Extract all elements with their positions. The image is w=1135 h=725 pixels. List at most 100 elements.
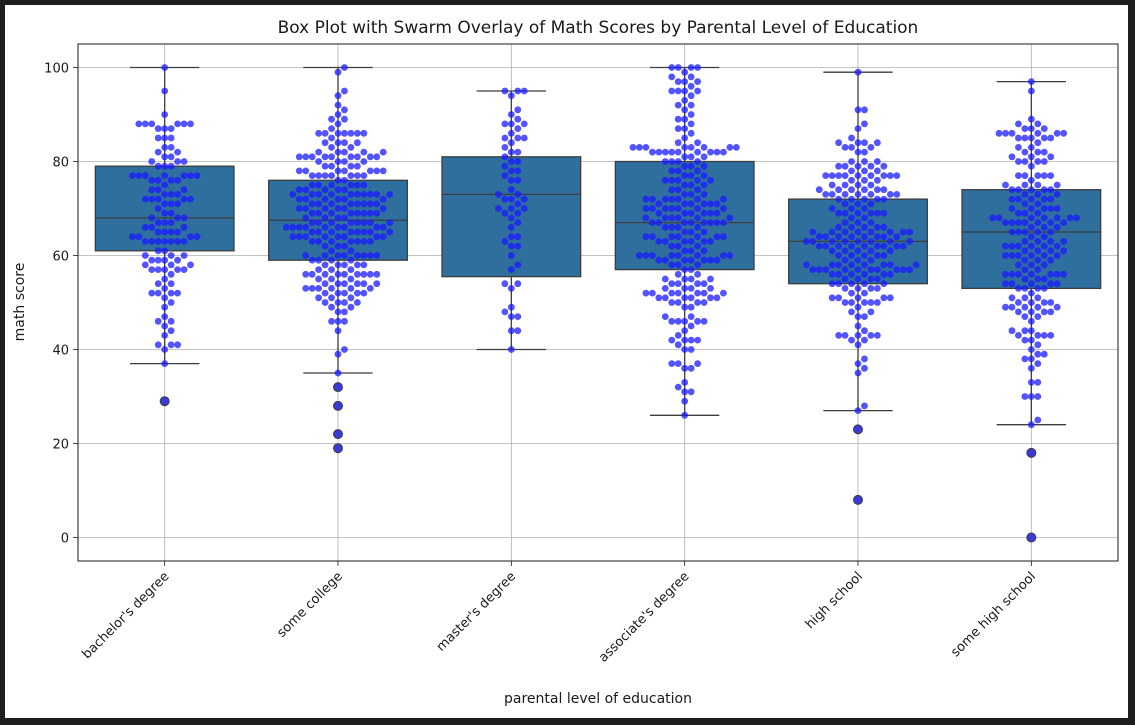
swarm-point — [668, 289, 676, 297]
swarm-point — [681, 87, 689, 95]
swarm-point — [347, 153, 355, 161]
swarm-point — [848, 233, 855, 241]
swarm-point — [707, 238, 714, 245]
swarm-point — [854, 191, 862, 198]
swarm-point — [854, 125, 862, 132]
swarm-point — [353, 181, 361, 189]
swarm-point — [848, 336, 855, 344]
swarm-point — [835, 195, 843, 203]
swarm-point — [174, 148, 181, 156]
swarm-point — [167, 209, 175, 217]
swarm-point — [148, 186, 156, 194]
swarm-point — [1040, 223, 1048, 231]
swarm-point — [674, 158, 682, 165]
swarm-point — [1015, 134, 1022, 142]
swarm-point — [321, 195, 329, 203]
swarm-point — [1027, 336, 1035, 344]
swarm-point — [373, 167, 381, 175]
swarm-point — [873, 275, 881, 283]
swarm-point — [1047, 153, 1055, 161]
swarm-point — [282, 223, 290, 231]
swarm-point — [681, 388, 689, 396]
x-axis-label: parental level of education — [504, 691, 692, 707]
swarm-point — [1034, 219, 1042, 227]
swarm-point — [341, 261, 348, 269]
swarm-point — [886, 294, 894, 302]
swarm-point — [687, 266, 695, 273]
swarm-point — [674, 176, 682, 184]
swarm-point — [341, 280, 348, 288]
swarm-point — [353, 172, 361, 180]
swarm-point — [867, 228, 875, 236]
swarm-point — [867, 144, 875, 151]
swarm-point — [1053, 223, 1061, 231]
swarm-point — [1027, 176, 1035, 184]
swarm-point — [841, 219, 849, 227]
swarm-point — [154, 247, 162, 255]
swarm-point — [681, 200, 689, 208]
swarm-point — [360, 252, 368, 259]
swarm-point — [694, 87, 701, 95]
swarm-point — [815, 233, 823, 241]
swarm-point — [861, 313, 868, 320]
swarm-point — [886, 172, 894, 180]
swarm-point — [507, 148, 515, 156]
swarm-point — [642, 144, 650, 151]
swarm-point — [373, 280, 381, 288]
swarm-point — [148, 238, 156, 245]
swarm-point — [681, 134, 689, 142]
swarm-point — [161, 285, 169, 292]
swarm-point — [1021, 209, 1029, 217]
swarm-point — [341, 115, 348, 123]
swarm-point — [655, 148, 663, 156]
swarm-point — [828, 280, 836, 288]
swarm-point — [1040, 252, 1048, 259]
swarm-point — [848, 205, 855, 212]
swarm-point — [854, 332, 862, 339]
swarm-point — [1015, 261, 1022, 269]
swarm-point — [373, 191, 381, 198]
swarm-point — [1047, 195, 1055, 203]
swarm-point — [154, 186, 162, 194]
swarm-point — [648, 148, 656, 156]
swarm-point — [360, 228, 368, 236]
swarm-point — [180, 223, 188, 231]
swarm-point — [700, 228, 708, 236]
swarm-point — [661, 148, 669, 156]
swarm-point — [873, 223, 881, 231]
swarm-point — [681, 228, 689, 236]
swarm-point — [328, 162, 335, 170]
swarm-point — [861, 205, 868, 212]
swarm-point — [161, 87, 169, 95]
swarm-point — [379, 167, 387, 175]
swarm-point — [334, 101, 342, 109]
y-tick-label: 20 — [52, 438, 69, 453]
swarm-point — [1027, 327, 1035, 335]
swarm-point — [681, 256, 689, 264]
swarm-point — [1027, 214, 1035, 222]
swarm-point — [328, 317, 335, 325]
swarm-point — [707, 285, 714, 292]
y-axis: 0 20 40 60 80 100 — [44, 62, 78, 547]
swarm-point — [681, 317, 689, 325]
swarm-point — [815, 266, 823, 273]
swarm-point — [700, 200, 708, 208]
swarm-point — [328, 256, 335, 264]
swarm-point — [154, 219, 162, 227]
swarm-point — [341, 214, 348, 222]
outlier-point — [1026, 532, 1037, 543]
swarm-point — [1021, 256, 1029, 264]
swarm-point — [187, 172, 194, 180]
swarm-point — [334, 289, 342, 297]
swarm-point — [1021, 294, 1029, 302]
swarm-point — [174, 256, 181, 264]
swarm-point — [841, 181, 849, 189]
swarm-point — [841, 209, 849, 217]
swarm-point — [700, 209, 708, 217]
swarm-point — [873, 266, 881, 273]
swarm-point — [341, 317, 348, 325]
swarm-point — [694, 64, 701, 71]
swarm-point — [1047, 270, 1055, 278]
swarm-point — [841, 228, 849, 236]
swarm-point — [341, 195, 348, 203]
